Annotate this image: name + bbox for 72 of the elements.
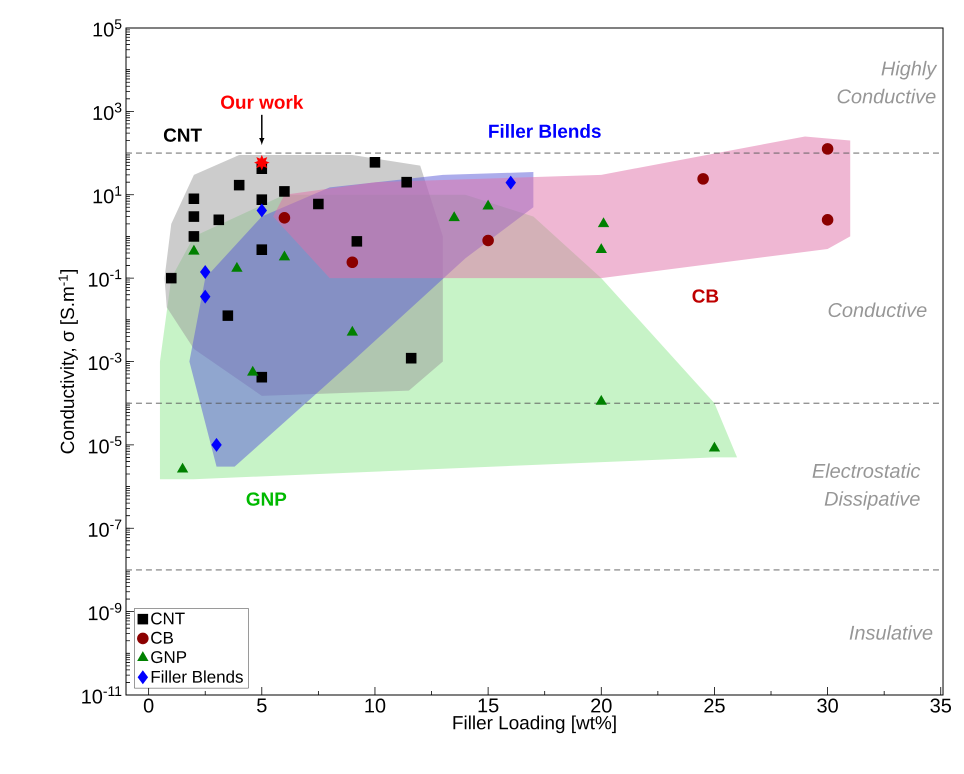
- y-tick-label: 10$^{1}$: [94, 186, 122, 204]
- legend-label: GNP: [151, 651, 186, 664]
- point: [214, 214, 224, 226]
- y-tick-label: 10$^{-11}$: [82, 686, 122, 704]
- annotation: Filler Blends: [489, 124, 601, 138]
- legend-label: CNT: [151, 612, 185, 624]
- point: [188, 231, 200, 242]
- point: [188, 211, 200, 222]
- annotation: CNT: [164, 128, 202, 142]
- point: [177, 462, 188, 473]
- point: [708, 442, 720, 452]
- point: [346, 256, 358, 268]
- annotation: Conductive: [828, 302, 926, 318]
- point: [406, 352, 416, 364]
- x-tick-label: 35: [930, 698, 951, 713]
- point: [278, 250, 290, 260]
- point: [247, 366, 258, 376]
- point: [596, 243, 607, 253]
- x-tick-label: 30: [817, 698, 838, 713]
- point: [596, 395, 607, 405]
- point: [482, 234, 494, 246]
- point: [697, 173, 709, 185]
- y-tick-label: 10$^{-1}$: [88, 269, 122, 287]
- point: [231, 262, 242, 272]
- x-tick-label: 0: [144, 698, 154, 713]
- annotation: Insulative: [850, 625, 932, 640]
- point: [313, 198, 324, 210]
- point: [256, 372, 268, 382]
- y-tick-label: 10$^{-7}$: [88, 520, 122, 537]
- point: [370, 157, 380, 168]
- point: [346, 326, 358, 336]
- point: [352, 236, 362, 247]
- point: [256, 194, 268, 205]
- point: [598, 218, 610, 228]
- point: [482, 200, 494, 210]
- point: [506, 176, 516, 190]
- point: [448, 212, 460, 222]
- y-tick-label: 10$^{-5}$: [88, 436, 122, 454]
- y-axis-title: Conductivity, σ [S.m$^{-1}$]: [58, 270, 78, 454]
- point: [234, 180, 244, 190]
- point: [166, 272, 177, 284]
- y-tick-label: 10$^{-3}$: [88, 352, 122, 370]
- y-tick-label: 10$^{-9}$: [88, 602, 122, 620]
- annotation: Highly Conductive: [838, 60, 938, 104]
- point: [211, 438, 222, 452]
- point: [200, 290, 210, 304]
- annotation: CB: [692, 289, 718, 303]
- legend-label: Filler Blends: [152, 670, 243, 683]
- point: [222, 310, 234, 321]
- x-tick-label: 10: [365, 698, 386, 713]
- x-axis-title: Filler Loading [wt%]: [453, 715, 616, 734]
- y-tick-label: 10$^{5}$: [94, 19, 122, 37]
- x-tick-label: 25: [704, 698, 725, 713]
- point: [278, 212, 290, 224]
- point: [188, 245, 200, 255]
- point: [256, 244, 268, 255]
- point: [401, 176, 412, 188]
- x-tick-label: 5: [257, 698, 267, 712]
- point: [279, 186, 290, 197]
- point: [200, 265, 210, 279]
- x-tick-label: 20: [591, 698, 612, 713]
- x-tick-label: 15: [478, 698, 498, 712]
- annotation: GNP: [246, 492, 286, 506]
- point: [822, 143, 834, 155]
- point: [254, 155, 270, 170]
- text: Our work: [221, 94, 304, 109]
- point: [256, 204, 267, 218]
- y-tick-label: 10$^{3}$: [94, 102, 122, 120]
- legend-label: CB: [151, 632, 173, 644]
- point: [822, 214, 834, 226]
- point: [188, 193, 200, 204]
- annotation: Electrostatic Dissipative: [812, 463, 920, 510]
